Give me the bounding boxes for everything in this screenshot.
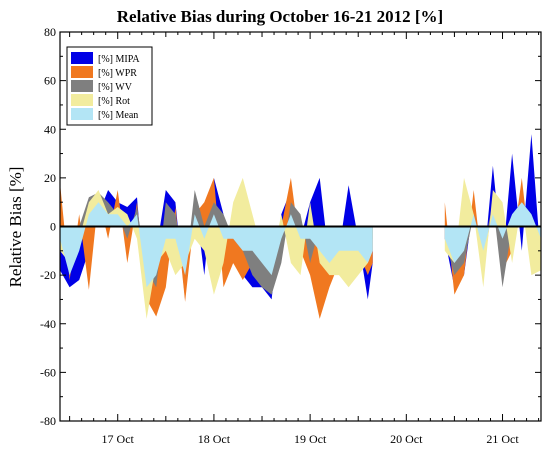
legend-label-5: [%] Mean <box>98 110 138 121</box>
x-tick-label-1: 17 Oct <box>102 432 135 446</box>
x-axis: 17 Oct 18 Oct 19 Oct 20 Oct 21 Oct <box>69 32 540 446</box>
y-tick-label-1: -80 <box>40 414 56 428</box>
y-tick-label-9: 80 <box>44 25 56 39</box>
series-area-5-segment-2 <box>444 202 541 263</box>
x-tick-label-3: 19 Oct <box>294 432 327 446</box>
y-tick-label-6: 20 <box>44 171 56 185</box>
legend-swatch-5 <box>71 108 93 120</box>
y-tick-label-4: -20 <box>40 268 56 282</box>
legend-swatch-4 <box>71 94 93 106</box>
legend: [%] MIPA [%] WPR [%] WV [%] Rot [%] Mean <box>66 46 153 126</box>
legend-label-4: [%] Rot <box>98 96 130 107</box>
series-area-5-segment-1 <box>60 202 373 288</box>
x-tick-label-2: 18 Oct <box>198 432 231 446</box>
legend-label-3: [%] WV <box>98 82 133 93</box>
chart-title: Relative Bias during October 16-21 2012 … <box>117 7 443 26</box>
legend-swatch-2 <box>71 66 93 78</box>
x-tick-label-4: 20 Oct <box>390 432 423 446</box>
y-tick-label-7: 40 <box>44 122 56 136</box>
y-axis: -80 -60 -40 -20 0 20 40 60 80 <box>40 25 541 428</box>
y-tick-label-5: 0 <box>50 220 56 234</box>
y-axis-label: Relative Bias [%] <box>6 167 25 288</box>
series-area-4-segment-1 <box>60 177 373 319</box>
y-tick-label-3: -40 <box>40 317 56 331</box>
x-tick-label-5: 21 Oct <box>486 432 519 446</box>
legend-label-2: [%] WPR <box>98 68 137 79</box>
series-area-3-segment-1 <box>60 190 373 295</box>
series-layer <box>60 134 541 319</box>
y-tick-label-2: -60 <box>40 365 56 379</box>
legend-swatch-1 <box>71 52 93 64</box>
y-tick-label-8: 60 <box>44 74 56 88</box>
legend-swatch-3 <box>71 80 93 92</box>
series-area-4-segment-2 <box>444 177 541 288</box>
legend-label-1: [%] MIPA <box>98 54 140 65</box>
